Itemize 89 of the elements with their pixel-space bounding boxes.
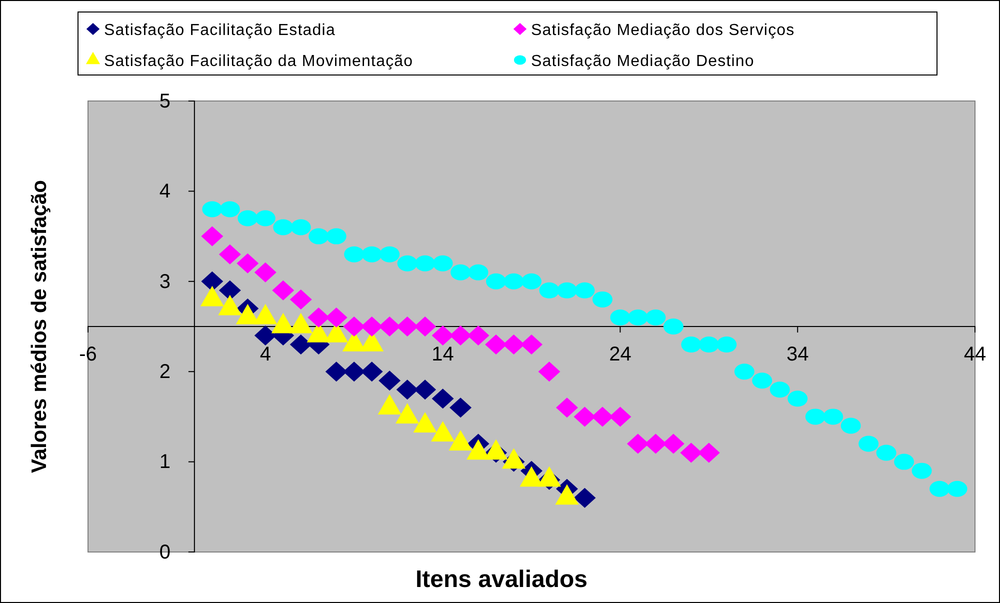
point: [290, 219, 311, 236]
point: [644, 434, 667, 454]
legend-label: Satisfação Facilitação Estadia: [104, 22, 336, 39]
point: [378, 370, 401, 391]
point: [272, 280, 294, 300]
point: [380, 246, 400, 262]
y-tick-label: 5: [159, 90, 170, 112]
point: [876, 444, 896, 461]
point: [218, 244, 241, 264]
x-tick-label: 4: [260, 344, 271, 366]
point: [414, 316, 436, 336]
x-tick-label: 24: [609, 344, 632, 366]
point: [646, 309, 666, 326]
legend-label: Satisfação Mediação Destino: [531, 53, 754, 70]
point: [201, 226, 224, 246]
point: [290, 289, 312, 310]
point: [858, 436, 879, 452]
point: [502, 334, 525, 355]
point: [770, 382, 790, 398]
x-tick-label: -6: [79, 344, 97, 366]
y-axis-title: Valores médios de satisfação: [28, 180, 51, 473]
point: [894, 454, 914, 470]
point: [609, 406, 632, 427]
point: [362, 246, 382, 262]
legend-label: Satisfação Facilitação da Movimentação: [104, 53, 414, 70]
point: [290, 334, 312, 355]
point: [273, 219, 294, 236]
x-tick-label: 44: [964, 344, 986, 366]
y-tick-label: 2: [159, 361, 170, 383]
point: [522, 273, 542, 290]
point: [912, 462, 932, 479]
point: [326, 228, 346, 244]
point: [450, 264, 471, 280]
point: [432, 388, 454, 409]
point: [202, 201, 222, 218]
x-axis-title: Itens avaliados: [415, 566, 588, 593]
point: [201, 271, 224, 292]
point: [308, 228, 329, 244]
point: [556, 282, 577, 298]
point: [610, 309, 630, 326]
y-tick-label: 0: [159, 541, 170, 564]
point: [520, 334, 542, 355]
point: [574, 282, 595, 298]
point: [238, 210, 258, 226]
point: [628, 309, 648, 326]
point: [325, 362, 348, 382]
point: [415, 255, 436, 272]
point: [734, 364, 754, 380]
point: [504, 273, 524, 290]
point: [823, 408, 844, 425]
point: [539, 282, 560, 298]
point: [254, 262, 276, 282]
x-tick-label: 34: [786, 344, 809, 366]
point: [414, 380, 436, 400]
point: [486, 273, 506, 290]
point: [626, 434, 649, 454]
point: [556, 398, 578, 418]
point: [468, 264, 488, 280]
point: [788, 390, 808, 407]
point: [698, 336, 719, 353]
point: [805, 408, 826, 425]
x-tick-label: 14: [432, 344, 454, 366]
point: [663, 318, 684, 334]
point: [538, 362, 560, 382]
point: [947, 480, 968, 497]
point: [218, 280, 241, 300]
point: [397, 255, 418, 272]
point: [930, 480, 950, 497]
point: [432, 255, 453, 272]
point: [840, 418, 861, 434]
point: [574, 406, 596, 427]
point: [574, 488, 596, 508]
y-tick-label: 4: [159, 180, 170, 203]
point: [432, 326, 454, 346]
point: [450, 398, 472, 418]
y-tick-label: 1: [159, 451, 170, 474]
point: [220, 201, 240, 218]
point: [681, 336, 702, 353]
point: [360, 362, 383, 382]
legend-label: Satisfação Mediação dos Serviços: [531, 22, 795, 39]
point: [752, 372, 772, 389]
point: [716, 336, 737, 353]
point: [255, 210, 276, 226]
point: [592, 291, 612, 308]
point: [396, 380, 418, 400]
point: [236, 253, 259, 274]
y-tick-label: 3: [159, 270, 170, 293]
point: [254, 326, 276, 346]
point: [344, 246, 364, 262]
